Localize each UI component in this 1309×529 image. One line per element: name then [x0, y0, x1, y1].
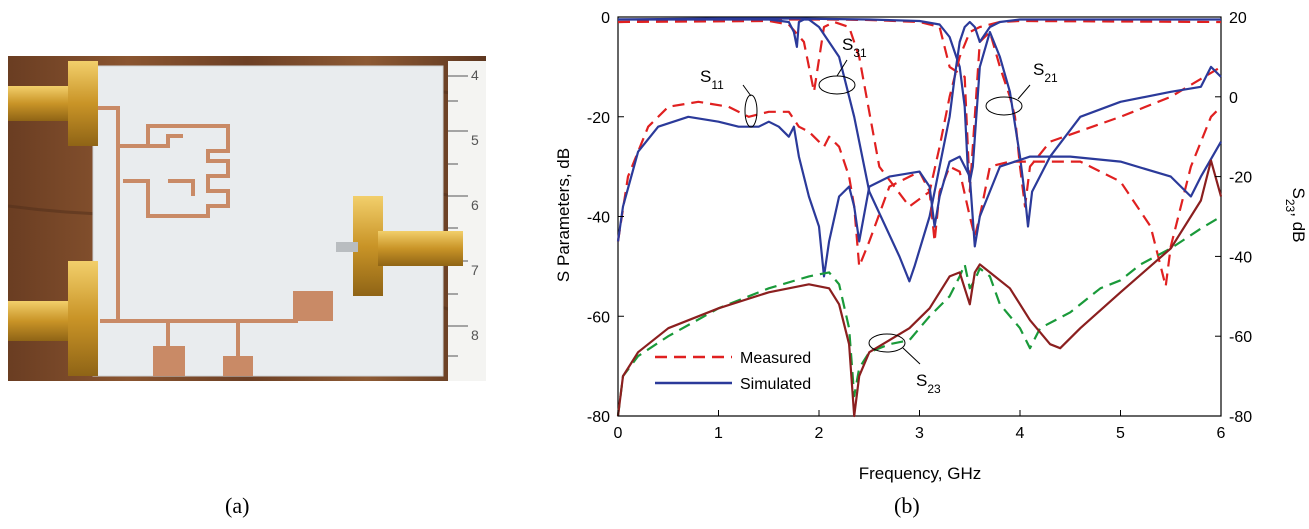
- y2-tick-label: -60: [1229, 329, 1252, 346]
- x-tick-label: 6: [1217, 425, 1226, 442]
- s23-label: S23: [916, 371, 941, 396]
- y2-tick-label: -40: [1229, 249, 1252, 266]
- pcb-photo: 4 5 6 7 8: [8, 56, 486, 381]
- y2-tick-label: 20: [1229, 10, 1247, 27]
- legend-label-simulated: Simulated: [740, 376, 811, 393]
- y2-axis-label-sub: 23: [1283, 199, 1297, 213]
- ruler-mark-6: 6: [471, 197, 479, 213]
- y2-tick-label: -80: [1229, 409, 1252, 426]
- legend-label-measured: Measured: [740, 350, 811, 367]
- ruler-mark-8: 8: [471, 327, 479, 343]
- y-tick-label: -80: [587, 409, 610, 426]
- s11-label: S11: [700, 67, 724, 92]
- y-axis-label: S Parameters, dB: [554, 148, 573, 282]
- s21-label: S21: [1033, 60, 1058, 85]
- s23-label-sub: 23: [927, 382, 941, 396]
- x-tick-label: 1: [714, 425, 723, 442]
- y-tick-label: -40: [587, 210, 610, 227]
- sma-connector-top: [8, 61, 98, 146]
- series-s21-measured: [617, 18, 1222, 208]
- pcb-board: [92, 65, 444, 377]
- series-s31-simulated: [618, 18, 1221, 283]
- copper-pad-3: [293, 291, 333, 321]
- s31-label-main: S: [842, 35, 853, 54]
- y-tick-label: 0: [601, 10, 610, 27]
- series-s23-simulated: [616, 159, 1223, 418]
- s23-label-main: S: [916, 371, 927, 390]
- y2-axis-label: S23, dB: [1283, 188, 1308, 243]
- y2-tick-label: 0: [1229, 90, 1238, 107]
- annotations: [742, 59, 1031, 365]
- x-tick-label: 2: [815, 425, 824, 442]
- copper-pad-2: [223, 356, 253, 376]
- s31-label: S31: [842, 35, 867, 60]
- annotation-labels: S11 S31 S21 S23: [700, 35, 1058, 396]
- y-tick-label: -60: [587, 309, 610, 326]
- x-tick-label: 3: [915, 425, 924, 442]
- ruler: 4 5 6 7 8: [448, 61, 486, 381]
- series-s21-simulated: [617, 17, 1222, 228]
- y2-tick-label: -20: [1229, 170, 1252, 187]
- series-s11-measured: [616, 100, 1222, 288]
- s11-label-sub: 11: [711, 78, 724, 92]
- series-layer: [616, 17, 1223, 418]
- s23-leader: [902, 347, 921, 365]
- s31-ellipse: [818, 75, 856, 95]
- x-axis-label: Frequency, GHz: [859, 464, 982, 483]
- s11-leader: [742, 84, 752, 97]
- caption-b: (b): [894, 493, 920, 518]
- x-tick-label: 5: [1116, 425, 1125, 442]
- ruler-mark-7: 7: [471, 262, 479, 278]
- s21-leader: [1017, 84, 1031, 100]
- s31-label-sub: 31: [853, 46, 867, 60]
- caption-a: (a): [225, 493, 250, 518]
- s21-label-sub: 21: [1044, 71, 1058, 85]
- s21-label-main: S: [1033, 60, 1044, 79]
- sma-connector-left: [8, 261, 98, 376]
- s23-ellipse: [868, 333, 906, 353]
- y-tick-label: -20: [587, 110, 610, 127]
- x-tick-label: 0: [614, 425, 623, 442]
- copper-traces: [98, 106, 298, 356]
- s11-label-main: S: [700, 67, 711, 86]
- x-tick-label: 4: [1016, 425, 1025, 442]
- s21-ellipse: [985, 96, 1023, 116]
- series-s23-measured: [616, 215, 1222, 417]
- series-s31-measured: [617, 19, 1222, 208]
- series-s11-simulated: [616, 115, 1222, 278]
- legend: Measured Simulated: [655, 350, 811, 393]
- ruler-mark-4: 4: [471, 67, 479, 83]
- s31-leader: [836, 59, 848, 77]
- s11-ellipse: [744, 94, 758, 128]
- ruler-mark-5: 5: [471, 132, 479, 148]
- copper-pad-1: [153, 346, 185, 376]
- sma-connector-right: [336, 196, 463, 296]
